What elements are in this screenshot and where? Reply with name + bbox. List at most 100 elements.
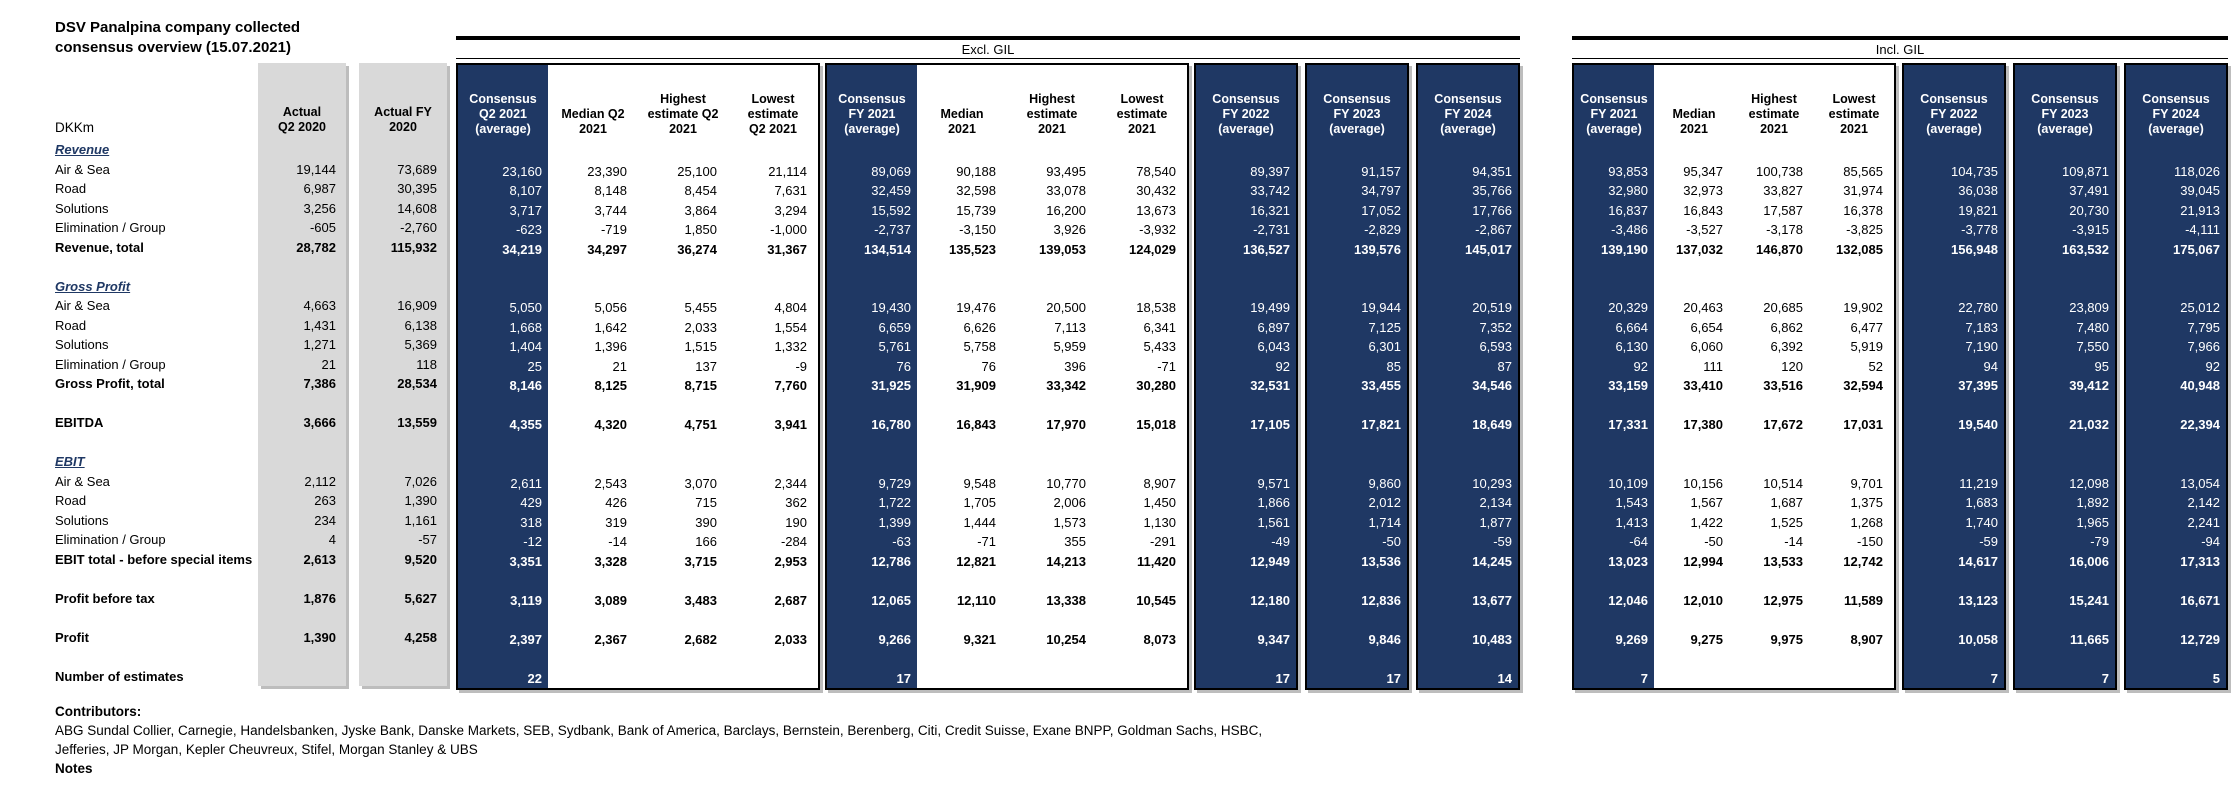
table-cell: 32,459 <box>871 183 911 198</box>
table-cell: 7 <box>2101 670 2109 686</box>
table-cell: 15,739 <box>956 202 996 218</box>
table-cell: 12,994 <box>1683 553 1723 569</box>
table-cell: -2,829 <box>1364 222 1401 237</box>
table-cell: 1,722 <box>878 495 911 510</box>
table-cell: 5,959 <box>1053 339 1086 354</box>
table-cell: 120 <box>1781 358 1803 374</box>
row-label: EBIT <box>55 454 85 469</box>
table-cell <box>2126 396 2226 416</box>
table-cell: 1,431 <box>303 317 336 333</box>
column-excl-consensus-fy-2024: Consensus FY 2024 (average) 94,351 35,766 17,… <box>1416 63 1520 690</box>
table-cell: 1,450 <box>1143 495 1176 510</box>
column-header-excl-consensus-fy-2024: Consensus FY 2024 (average) <box>1434 92 1502 136</box>
table-cell: 12,010 <box>1683 592 1723 608</box>
table-cell: 11,219 <box>1959 475 1998 491</box>
table-cell <box>827 571 917 591</box>
column-excl-consensus-fy-2021: Consensus FY 2021 (average) 89,069 32,459 15,… <box>827 65 917 688</box>
table-cell: 19,944 <box>1361 300 1401 315</box>
table-cell: 33,742 <box>1250 183 1290 198</box>
table-cell: 22,394 <box>2180 417 2220 432</box>
table-cell: 9,860 <box>1368 475 1401 491</box>
excl-gil-overline <box>456 36 1520 40</box>
table-cell: 7,352 <box>1479 319 1512 335</box>
table-cell: 5,919 <box>1850 339 1883 354</box>
table-cell <box>458 649 548 669</box>
table-cell: 2,112 <box>304 473 336 489</box>
table-cell: 1,554 <box>774 319 807 335</box>
table-cell <box>917 279 1007 299</box>
table-cell <box>258 257 346 277</box>
table-cell <box>1654 142 1734 162</box>
table-cell: 21,913 <box>2180 202 2220 218</box>
table-cell <box>1196 649 1296 669</box>
row-label: Road <box>55 317 87 333</box>
table-cell: -14 <box>608 534 627 549</box>
table-cell: 12,065 <box>871 592 911 608</box>
table-cell <box>1904 279 2004 299</box>
table-cell <box>258 452 346 472</box>
table-cell <box>1007 454 1097 474</box>
table-cell: 20,519 <box>1472 300 1512 315</box>
column-excl-highest-estimate-q2-2021: Highest estimate Q2 2021 25,100 8,454 3,864 1,… <box>638 65 728 688</box>
table-cell: 1,687 <box>1770 495 1803 510</box>
table-cell <box>1574 454 1654 474</box>
table-cell <box>638 669 728 689</box>
table-cell: 145,017 <box>1465 241 1512 257</box>
table-cell: 1,525 <box>1770 514 1803 530</box>
table-cell: -49 <box>1271 534 1290 549</box>
table-cell: 390 <box>695 514 717 530</box>
table-cell: 1,642 <box>594 319 627 335</box>
table-cell: 4,751 <box>684 417 717 432</box>
table-cell: 19,144 <box>296 161 336 177</box>
table-cell <box>1814 396 1894 416</box>
table-cell: 3,089 <box>594 592 627 608</box>
table-cell: 28,534 <box>397 376 437 391</box>
table-cell: -57 <box>418 532 437 547</box>
table-cell <box>458 454 548 474</box>
table-cell: 3,941 <box>774 417 807 432</box>
table-cell: 32,598 <box>956 183 996 198</box>
table-cell: 17,105 <box>1250 417 1290 432</box>
row-label: Profit before tax <box>55 590 155 606</box>
table-cell <box>1574 142 1654 162</box>
table-cell: 25 <box>527 358 542 374</box>
table-cell <box>1654 396 1734 416</box>
excl-gil-section-header: Excl. GIL <box>456 36 1520 59</box>
table-cell <box>548 279 638 299</box>
row-label <box>55 433 250 453</box>
table-cell <box>1418 610 1518 630</box>
table-cell: 5,758 <box>963 339 996 354</box>
table-cell: 12,046 <box>1608 592 1648 608</box>
table-cell: 135,523 <box>949 241 996 257</box>
table-cell <box>1814 435 1894 455</box>
table-cell: -623 <box>515 222 542 237</box>
table-cell <box>1307 435 1407 455</box>
row-label: Elimination / Group <box>55 532 166 547</box>
table-cell: 355 <box>1064 534 1086 549</box>
table-cell: 13,123 <box>1958 592 1998 608</box>
table-cell: 7,795 <box>2187 319 2220 335</box>
table-cell: 12,975 <box>1763 592 1803 608</box>
table-cell: 134,514 <box>864 241 911 257</box>
table-cell <box>827 396 917 416</box>
table-cell <box>2126 454 2226 474</box>
table-cell <box>1814 571 1894 591</box>
table-cell: 14,213 <box>1046 553 1086 569</box>
excl-fy-2021-estimate-group: Consensus FY 2021 (average) 89,069 32,459 15,… <box>825 63 1189 690</box>
column-header-incl-median-2021: Median 2021 <box>1672 107 1716 136</box>
table-cell: 10,770 <box>1046 475 1086 491</box>
table-cell: 3,864 <box>684 202 717 218</box>
table-cell <box>2015 142 2115 162</box>
column-header-incl-consensus-fy-2022: Consensus FY 2022 (average) <box>1920 92 1988 136</box>
table-cell <box>258 647 346 667</box>
row-label: Number of estimates <box>55 668 184 684</box>
table-cell <box>1734 142 1814 162</box>
column-header-excl-median-q2-2021: Median Q2 2021 <box>561 107 625 136</box>
table-cell <box>917 649 1007 669</box>
table-cell: 78,540 <box>1136 163 1176 179</box>
table-cell: 1,573 <box>1053 514 1086 530</box>
table-cell: -59 <box>1979 534 1998 549</box>
table-cell: 137,032 <box>1676 241 1723 257</box>
table-cell: 6,862 <box>1770 319 1803 335</box>
column-header-excl-lowest-estimate-2021: Lowest estimate 2021 <box>1116 92 1168 136</box>
